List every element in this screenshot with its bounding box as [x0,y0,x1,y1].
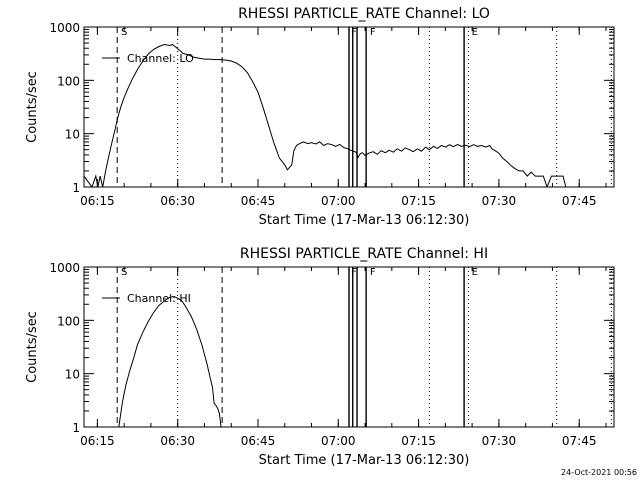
panel2-flag-label-e: E [472,267,478,278]
panel2-flag-label-f: F [351,267,357,278]
panel2-xtick-label: 06:30 [160,434,195,448]
panel1-xtick-label: 07:15 [401,194,436,208]
panel1-flag-label-e: E [472,27,478,38]
panel2-xtick-label: 07:45 [562,434,597,448]
panel1-legend-label: Channel: LO [127,52,194,65]
panel1-ytick-label: 1 [72,181,80,195]
panel1-flag-label-f: F [351,27,357,38]
panel2-ytick-label: 1000 [49,261,80,275]
panel2-title: RHESSI PARTICLE_RATE Channel: HI [240,246,488,262]
panel2-xlabel: Start Time (17-Mar-13 06:12:30) [259,453,470,468]
panel2-ylabel: Counts/sec [25,311,40,383]
panel2-ytick-label: 1 [72,421,80,435]
panel1-xtick-label: 07:30 [482,194,517,208]
panel2-ytick-label: 100 [57,314,80,328]
panel2-xtick-label: 07:15 [401,434,436,448]
panel2-legend-label: Channel: HI [127,292,191,305]
panel1-flag-label-s: S [121,27,127,38]
panel1-ytick-label: 100 [57,74,80,88]
panel1-series-line-1 [84,43,567,187]
panel2-flag-label-f: F [370,267,376,278]
panel2-xtick-label: 07:30 [482,434,517,448]
panel1-ylabel: Counts/sec [25,71,40,143]
footer-timestamp: 24-Oct-2021 00:56 [561,468,637,477]
panel1-ytick-label: 10 [65,128,80,142]
panel1-xlabel: Start Time (17-Mar-13 06:12:30) [259,213,470,228]
panel1-xtick-label: 07:45 [562,194,597,208]
panel1-xtick-label: 06:30 [160,194,195,208]
panel1-title: RHESSI PARTICLE_RATE Channel: LO [238,6,490,22]
panel1-xtick-label: 06:15 [80,194,115,208]
panel1-xtick-label: 06:45 [241,194,276,208]
panel2-flag-label-s: S [121,267,127,278]
panel2-series-line-1 [118,295,222,427]
panel2-xtick-label: 07:00 [321,434,356,448]
panel1-flag-label-f: F [370,27,376,38]
panel2-ytick-label: 10 [65,368,80,382]
panel2-xtick-label: 06:45 [241,434,276,448]
panel1-ytick-label: 1000 [49,21,80,35]
panel2-xtick-label: 06:15 [80,434,115,448]
panel1-xtick-label: 07:00 [321,194,356,208]
